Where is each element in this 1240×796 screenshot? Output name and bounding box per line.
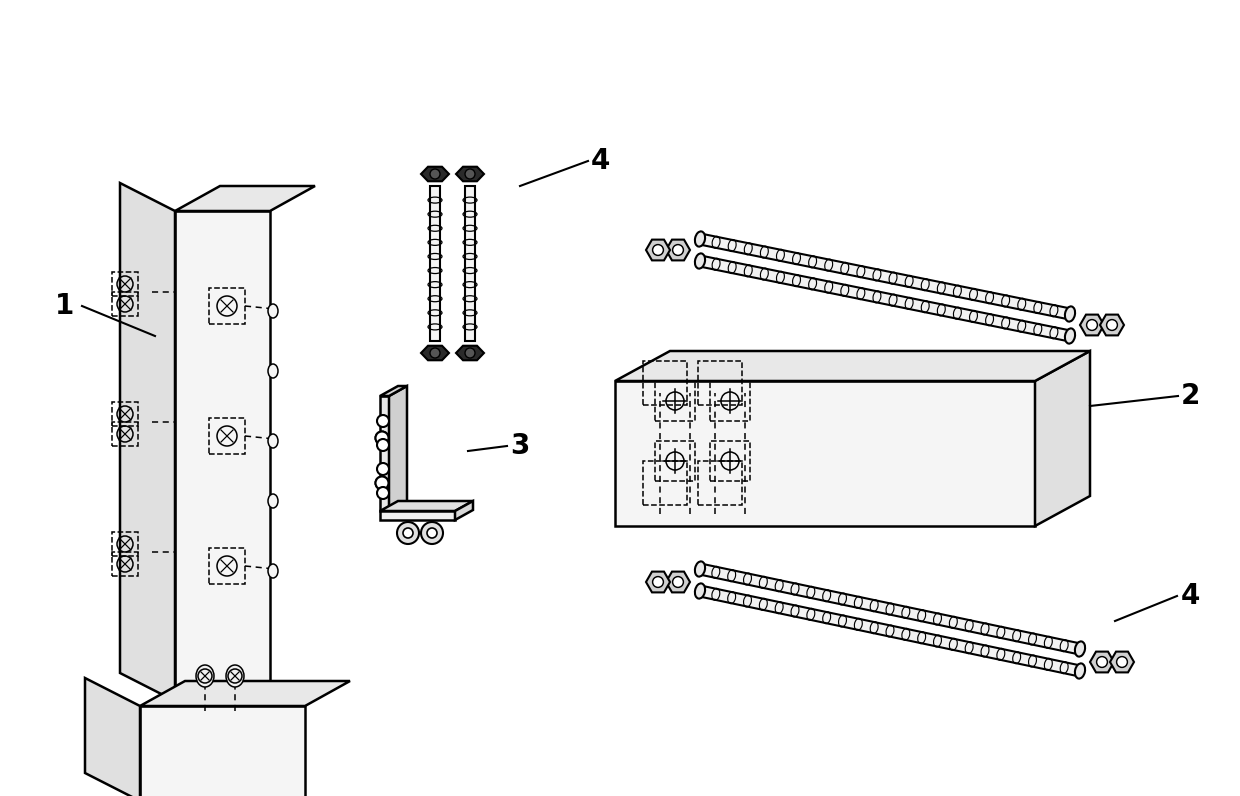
- Circle shape: [403, 528, 413, 538]
- Ellipse shape: [1065, 329, 1075, 344]
- Polygon shape: [422, 345, 449, 361]
- Text: 4: 4: [1180, 582, 1199, 610]
- Ellipse shape: [268, 564, 278, 578]
- Polygon shape: [422, 166, 449, 181]
- Polygon shape: [666, 572, 689, 592]
- Ellipse shape: [1065, 306, 1075, 322]
- Circle shape: [1086, 320, 1097, 330]
- Polygon shape: [430, 186, 440, 341]
- Ellipse shape: [196, 665, 215, 687]
- Polygon shape: [615, 351, 1090, 381]
- Polygon shape: [666, 240, 689, 260]
- Ellipse shape: [268, 364, 278, 378]
- Ellipse shape: [226, 665, 244, 687]
- Polygon shape: [1080, 314, 1104, 335]
- Ellipse shape: [268, 304, 278, 318]
- Circle shape: [377, 415, 389, 427]
- Circle shape: [377, 487, 389, 499]
- Ellipse shape: [694, 561, 706, 576]
- Polygon shape: [1090, 652, 1114, 673]
- Polygon shape: [379, 511, 455, 520]
- Polygon shape: [389, 386, 407, 511]
- Circle shape: [465, 169, 475, 179]
- Ellipse shape: [694, 253, 706, 268]
- Polygon shape: [175, 211, 270, 701]
- Ellipse shape: [1075, 663, 1085, 679]
- Ellipse shape: [694, 232, 706, 247]
- Polygon shape: [646, 240, 670, 260]
- Circle shape: [672, 244, 683, 256]
- Text: 3: 3: [511, 432, 529, 460]
- Circle shape: [1106, 320, 1117, 330]
- Circle shape: [672, 576, 683, 587]
- Polygon shape: [699, 564, 1081, 654]
- Circle shape: [652, 244, 663, 256]
- Polygon shape: [699, 586, 1081, 677]
- Polygon shape: [140, 706, 305, 796]
- Circle shape: [427, 528, 436, 538]
- Circle shape: [422, 522, 443, 544]
- Circle shape: [430, 348, 440, 358]
- Circle shape: [376, 431, 388, 444]
- Circle shape: [376, 431, 388, 444]
- Ellipse shape: [268, 434, 278, 448]
- Circle shape: [1116, 657, 1127, 667]
- Text: 2: 2: [1180, 382, 1199, 410]
- Polygon shape: [1100, 314, 1123, 335]
- Polygon shape: [1110, 652, 1135, 673]
- Circle shape: [397, 522, 419, 544]
- Polygon shape: [379, 396, 389, 511]
- Polygon shape: [379, 501, 472, 511]
- Polygon shape: [140, 681, 350, 706]
- Ellipse shape: [1075, 642, 1085, 657]
- Polygon shape: [175, 186, 315, 211]
- Polygon shape: [456, 166, 484, 181]
- Polygon shape: [646, 572, 670, 592]
- Polygon shape: [615, 381, 1035, 526]
- Polygon shape: [456, 345, 484, 361]
- Circle shape: [652, 576, 663, 587]
- Circle shape: [1096, 657, 1107, 667]
- Polygon shape: [455, 501, 472, 520]
- Polygon shape: [699, 256, 1071, 341]
- Polygon shape: [699, 233, 1071, 319]
- Polygon shape: [1035, 351, 1090, 526]
- Circle shape: [376, 477, 388, 490]
- Circle shape: [376, 477, 388, 490]
- Circle shape: [377, 439, 389, 451]
- Ellipse shape: [694, 583, 706, 599]
- Circle shape: [377, 463, 389, 475]
- Polygon shape: [86, 678, 140, 796]
- Circle shape: [430, 169, 440, 179]
- Polygon shape: [120, 183, 175, 701]
- Circle shape: [465, 348, 475, 358]
- Polygon shape: [465, 186, 475, 341]
- Polygon shape: [379, 386, 407, 396]
- Text: 4: 4: [590, 147, 610, 175]
- Text: 1: 1: [56, 292, 74, 320]
- Ellipse shape: [268, 494, 278, 508]
